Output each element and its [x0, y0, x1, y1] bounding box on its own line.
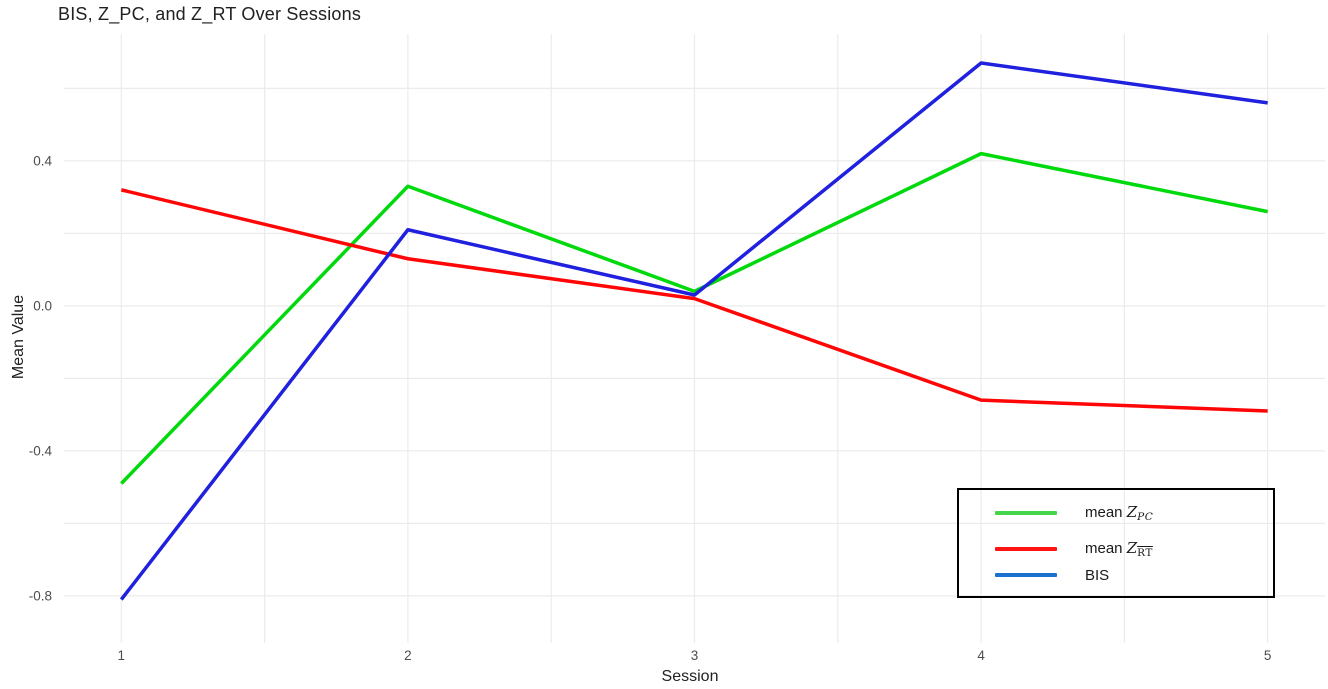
x-tick-label: 5 [1264, 648, 1272, 663]
x-tick-label: 4 [977, 648, 985, 663]
y-tick-label: 0.0 [33, 298, 52, 313]
legend-label-mean-z-pc: mean ZPC [1085, 503, 1154, 523]
y-axis-title: Mean Value [10, 294, 27, 380]
x-tick-label: 1 [118, 648, 126, 663]
series-line-bis [119, 61, 1268, 601]
legend-item-bis: BIS [995, 562, 1273, 588]
chart-title: BIS, Z_PC, and Z_RT Over Sessions [58, 4, 362, 24]
y-tick-label: 0.4 [33, 153, 52, 168]
y-tick-label: -0.8 [29, 588, 52, 603]
legend-item-mean-z-pc: mean ZPC [995, 500, 1273, 526]
x-axis-title: Session [661, 668, 719, 685]
legend-label-bis: BIS [1085, 566, 1110, 584]
legend: mean ZPC mean ZRT BIS [957, 488, 1275, 598]
legend-rows: mean ZPC mean ZRT BIS [959, 500, 1273, 588]
y-tick-label: -0.4 [29, 443, 53, 458]
legend-swatch-mean-z-pc [995, 511, 1057, 515]
legend-swatch-bis [995, 573, 1057, 577]
x-tick-label: 3 [691, 648, 699, 663]
legend-swatch-mean-z-rt [995, 547, 1057, 551]
legend-item-mean-z-rt: mean ZRT [995, 536, 1273, 562]
series-line-mean-z-pc [120, 151, 1269, 485]
series-line-mean-z-rt [120, 188, 1268, 413]
legend-label-mean-z-rt: mean ZRT [1085, 539, 1153, 559]
x-tick-label: 2 [404, 648, 412, 663]
